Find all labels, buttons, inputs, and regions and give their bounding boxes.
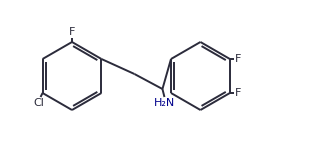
Text: H₂N: H₂N [154, 98, 175, 108]
Text: F: F [235, 54, 241, 64]
Text: Cl: Cl [33, 98, 44, 108]
Text: F: F [69, 27, 75, 37]
Text: F: F [235, 88, 241, 98]
